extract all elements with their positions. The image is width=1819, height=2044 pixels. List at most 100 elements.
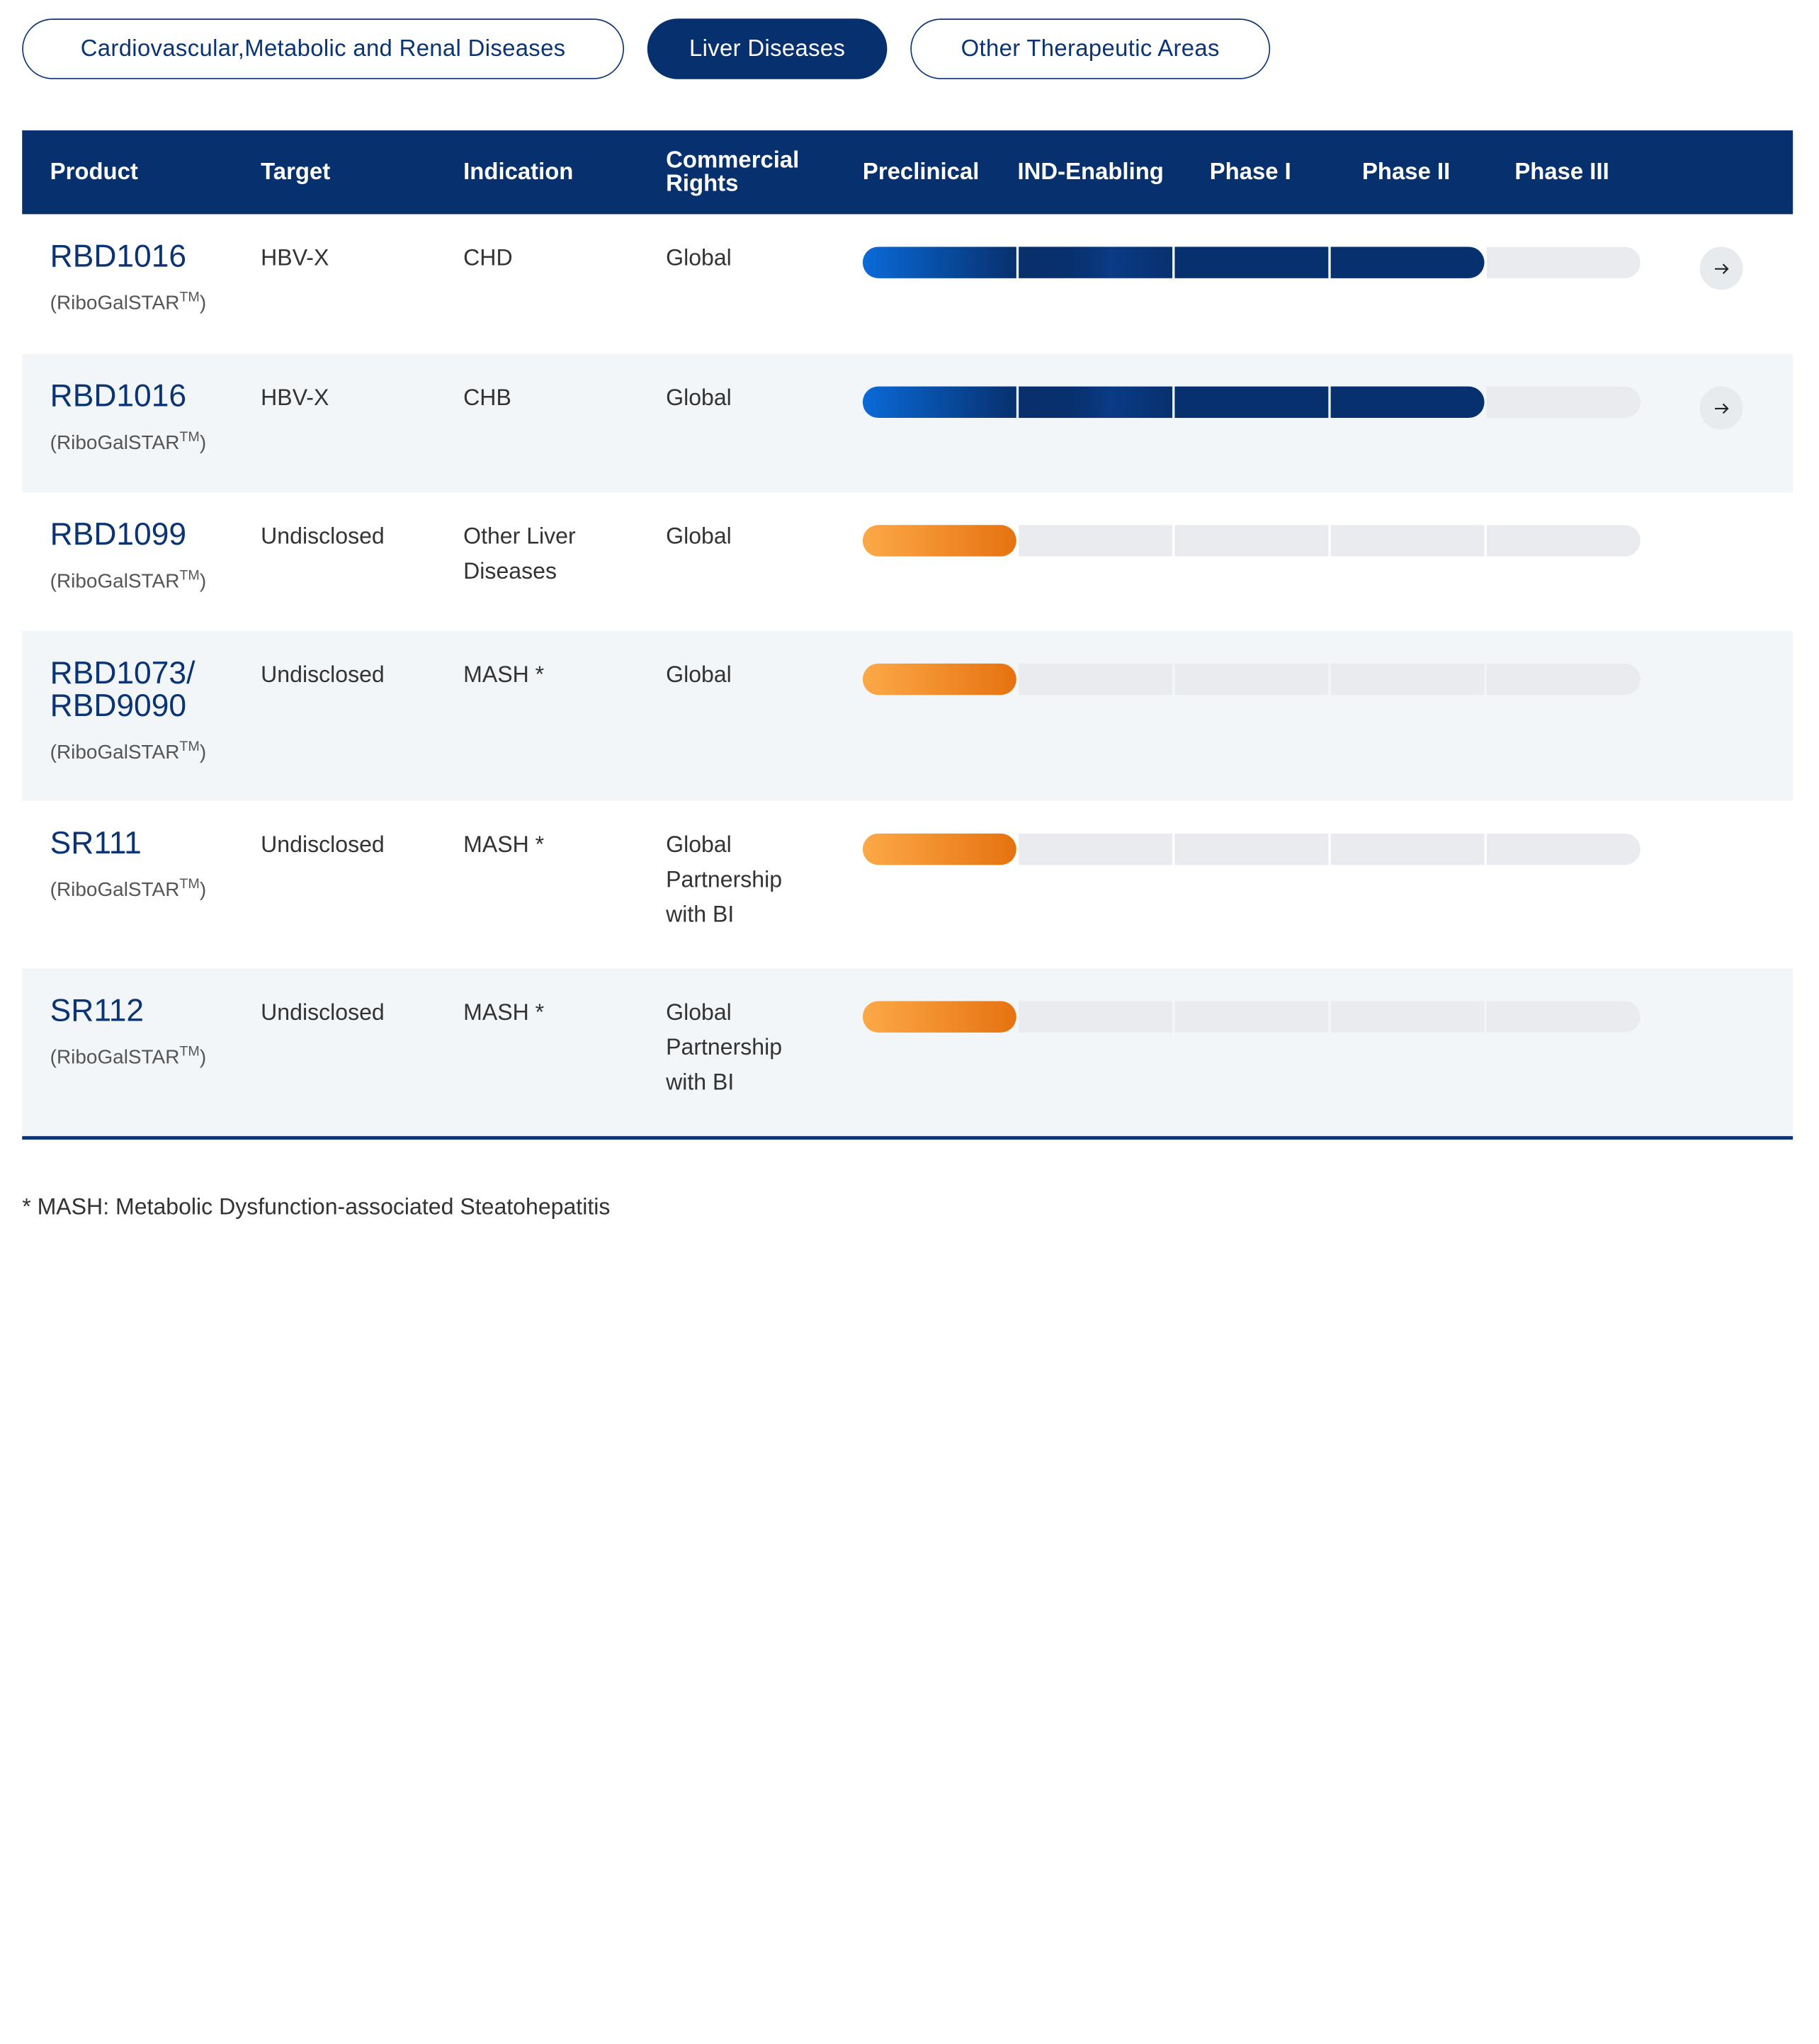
trademark: TM bbox=[179, 875, 200, 892]
stage-segment bbox=[1174, 663, 1329, 695]
development-progress-bar bbox=[862, 1001, 1640, 1033]
trademark: TM bbox=[179, 567, 200, 584]
arrow-right-icon[interactable] bbox=[1699, 386, 1743, 430]
commercial-rights-cell: Global bbox=[666, 385, 732, 411]
header-product: Product bbox=[50, 159, 138, 186]
indication-cell: CHB bbox=[463, 385, 511, 411]
stage-segment bbox=[1486, 1001, 1640, 1033]
stage-segment bbox=[1019, 663, 1173, 695]
stage-segment bbox=[1174, 246, 1329, 278]
stage-segment bbox=[862, 386, 1016, 419]
trademark: TM bbox=[179, 288, 200, 305]
stage-segment bbox=[1486, 386, 1640, 419]
product-name: RBD1016 bbox=[50, 238, 187, 274]
platform-close: ) bbox=[199, 741, 207, 763]
product-cell: RBD1016 (RiboGalSTARTM) bbox=[50, 380, 206, 456]
commercial-rights-cell: Global Partnership with BI bbox=[666, 832, 783, 928]
platform-label: (RiboGalSTARTM) bbox=[50, 424, 206, 455]
table-body: RBD1016 (RiboGalSTARTM) HBV-X CHD Global RBD1… bbox=[22, 214, 1794, 1137]
stage-segment bbox=[1330, 525, 1485, 557]
product-cell: SR111 (RiboGalSTARTM) bbox=[50, 827, 206, 903]
target-cell: HBV-X bbox=[261, 385, 329, 411]
platform-name: (RiboGalSTAR bbox=[50, 431, 180, 454]
product-name: RBD1099 bbox=[50, 516, 187, 552]
stage-segment bbox=[1330, 246, 1485, 278]
commercial-rights-cell: Global bbox=[666, 662, 732, 688]
therapeutic-area-tabs: Cardiovascular,Metabolic and Renal Disea… bbox=[22, 18, 1271, 79]
arrow-right-icon[interactable] bbox=[1699, 246, 1743, 290]
stage-segment bbox=[1486, 833, 1640, 865]
stage-segment bbox=[1174, 1001, 1329, 1033]
trademark: TM bbox=[179, 1043, 200, 1060]
product-name: RBD1073/ RBD9090 bbox=[50, 655, 196, 723]
tab-cardiovascular-metabolic-renal[interactable]: Cardiovascular,Metabolic and Renal Disea… bbox=[22, 18, 624, 79]
table-row: RBD1073/ RBD9090 (RiboGalSTARTM) Undisclos… bbox=[22, 630, 1794, 801]
development-progress-bar bbox=[862, 833, 1640, 865]
platform-close: ) bbox=[199, 569, 207, 593]
header-phase-1: Phase I bbox=[1209, 159, 1291, 186]
stage-segment bbox=[862, 663, 1016, 695]
trademark: TM bbox=[179, 428, 200, 445]
indication-cell: CHD bbox=[463, 245, 513, 271]
stage-segment bbox=[862, 246, 1016, 278]
product-cell: SR112 (RiboGalSTARTM) bbox=[50, 994, 206, 1071]
table-header: Product Target Indication Commercial Rig… bbox=[22, 130, 1794, 215]
stage-segment bbox=[1486, 525, 1640, 557]
stage-segment bbox=[1019, 525, 1173, 557]
header-ind-enabling: IND-Enabling bbox=[1017, 159, 1164, 186]
platform-name: (RiboGalSTAR bbox=[50, 878, 180, 901]
stage-segment bbox=[1174, 833, 1329, 865]
commercial-rights-cell: Global Partnership with BI bbox=[666, 999, 783, 1096]
table-row: SR112 (RiboGalSTARTM) Undisclosed MASH * Glo… bbox=[22, 968, 1794, 1137]
platform-close: ) bbox=[199, 1046, 207, 1069]
table-row: RBD1099 (RiboGalSTARTM) Undisclosed Other L… bbox=[22, 492, 1793, 631]
indication-cell: MASH * bbox=[463, 832, 545, 858]
platform-label: (RiboGalSTARTM) bbox=[50, 562, 206, 594]
platform-name: (RiboGalSTAR bbox=[50, 569, 180, 593]
stage-segment bbox=[1486, 246, 1640, 278]
platform-name: (RiboGalSTAR bbox=[50, 741, 180, 763]
platform-close: ) bbox=[199, 291, 207, 314]
commercial-rights-cell: Global bbox=[666, 523, 732, 550]
stage-segment bbox=[1330, 1001, 1485, 1033]
header-rights-line2: Rights bbox=[666, 171, 739, 197]
product-name: SR111 bbox=[50, 825, 142, 861]
product-cell: RBD1099 (RiboGalSTARTM) bbox=[50, 518, 206, 594]
table-row: RBD1016 (RiboGalSTARTM) HBV-X CHD Global bbox=[22, 214, 1793, 353]
stage-segment bbox=[1019, 1001, 1173, 1033]
target-cell: HBV-X bbox=[261, 245, 329, 271]
platform-name: (RiboGalSTAR bbox=[50, 291, 180, 314]
stage-segment bbox=[1174, 525, 1329, 557]
stage-segment bbox=[1019, 386, 1173, 419]
tab-other-therapeutic-areas[interactable]: Other Therapeutic Areas bbox=[910, 18, 1271, 79]
indication-cell: Other Liver Diseases bbox=[463, 523, 576, 585]
development-progress-bar bbox=[862, 525, 1640, 557]
header-phase-3: Phase III bbox=[1514, 159, 1609, 186]
header-commercial-rights: Commercial Rights bbox=[666, 130, 799, 214]
stage-segment bbox=[1019, 246, 1173, 278]
platform-label: (RiboGalSTARTM) bbox=[50, 733, 206, 765]
header-preclinical: Preclinical bbox=[862, 159, 980, 186]
indication-cell: MASH * bbox=[463, 662, 545, 688]
product-cell: RBD1073/ RBD9090 (RiboGalSTARTM) bbox=[50, 657, 206, 766]
table-bottom-border bbox=[22, 1136, 1794, 1140]
stage-segment bbox=[1019, 833, 1173, 865]
platform-label: (RiboGalSTARTM) bbox=[50, 870, 206, 902]
platform-close: ) bbox=[199, 878, 207, 901]
footnote: * MASH: Metabolic Dysfunction-associated… bbox=[22, 1194, 611, 1220]
stage-segment bbox=[862, 1001, 1016, 1033]
target-cell: Undisclosed bbox=[261, 999, 385, 1026]
development-progress-bar bbox=[862, 386, 1640, 419]
development-progress-bar bbox=[862, 663, 1640, 695]
header-target: Target bbox=[261, 159, 331, 186]
platform-close: ) bbox=[199, 431, 207, 454]
target-cell: Undisclosed bbox=[261, 832, 385, 858]
table-row: RBD1016 (RiboGalSTARTM) HBV-X CHB Global bbox=[22, 353, 1794, 493]
stage-segment bbox=[1330, 663, 1485, 695]
tab-liver-diseases[interactable]: Liver Diseases bbox=[647, 18, 888, 79]
product-name: RBD1016 bbox=[50, 378, 187, 414]
header-phase-2: Phase II bbox=[1362, 159, 1451, 186]
platform-label: (RiboGalSTARTM) bbox=[50, 284, 206, 316]
stage-segment bbox=[1330, 833, 1485, 865]
